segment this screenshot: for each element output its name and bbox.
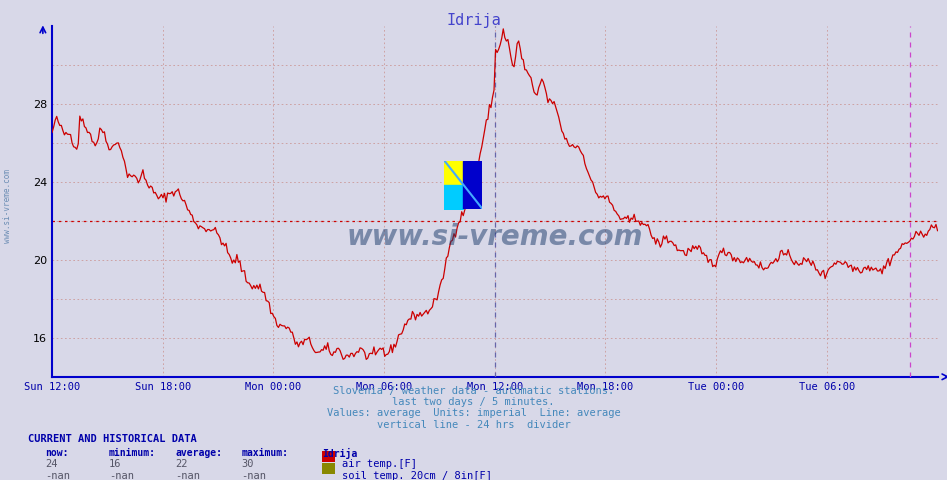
Text: 22: 22 [175,459,188,469]
Text: minimum:: minimum: [109,448,156,458]
Text: www.si-vreme.com: www.si-vreme.com [347,223,643,251]
Polygon shape [463,161,482,209]
Text: 24: 24 [45,459,58,469]
Text: soil temp. 20cm / 8in[F]: soil temp. 20cm / 8in[F] [342,471,491,480]
Text: Idrija: Idrija [446,13,501,28]
Text: -nan: -nan [45,471,70,480]
Text: CURRENT AND HISTORICAL DATA: CURRENT AND HISTORICAL DATA [28,434,197,444]
Text: www.si-vreme.com: www.si-vreme.com [3,169,12,243]
Text: average:: average: [175,448,223,458]
Text: now:: now: [45,448,69,458]
Text: maximum:: maximum: [241,448,289,458]
Text: air temp.[F]: air temp.[F] [342,459,417,469]
Text: 30: 30 [241,459,254,469]
Text: Slovenia / weather data - automatic stations.: Slovenia / weather data - automatic stat… [333,386,614,396]
Text: Values: average  Units: imperial  Line: average: Values: average Units: imperial Line: av… [327,408,620,419]
Text: -nan: -nan [175,471,200,480]
Text: Idrija: Idrija [322,448,357,459]
Text: last two days / 5 minutes.: last two days / 5 minutes. [392,397,555,408]
Text: -nan: -nan [109,471,134,480]
Text: vertical line - 24 hrs  divider: vertical line - 24 hrs divider [377,420,570,430]
Text: -nan: -nan [241,471,266,480]
Text: 16: 16 [109,459,121,469]
